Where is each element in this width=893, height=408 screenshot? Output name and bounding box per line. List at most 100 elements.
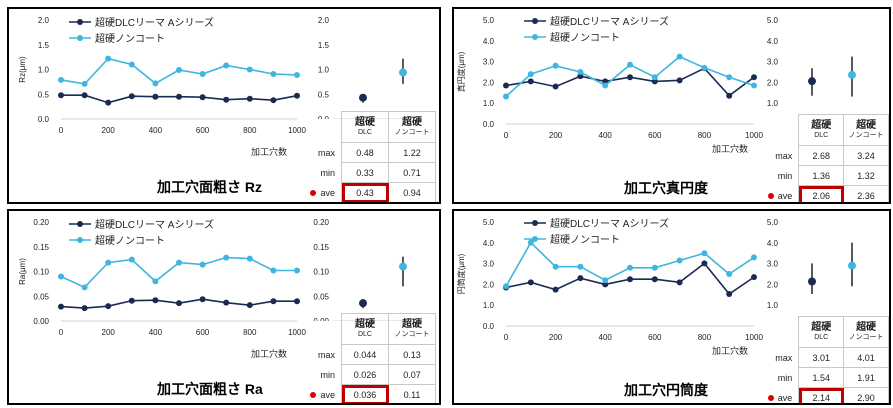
data-point-noncoat (58, 76, 64, 83)
data-point-noncoat (223, 254, 230, 261)
y-tick-label: 0.10 (33, 268, 49, 277)
data-point-noncoat (152, 80, 159, 87)
summary-y-tick-label: 3.0 (767, 260, 779, 269)
data-point-noncoat (751, 82, 757, 89)
data-point-dlc (651, 78, 658, 85)
summary-y-tick-label: 3.0 (767, 58, 779, 67)
x-tick-label: 800 (243, 328, 257, 337)
row-label-min: min (777, 372, 793, 383)
summary-y-tick-label: 1.0 (318, 66, 330, 75)
data-point-noncoat (246, 66, 253, 73)
data-point-dlc (176, 300, 182, 307)
summary-mean-dlc (808, 77, 816, 86)
data-point-dlc (527, 78, 534, 85)
data-point-dlc (577, 275, 584, 282)
row-label-max: max (775, 352, 793, 363)
ave-marker-icon (310, 392, 317, 399)
data-point-noncoat (105, 259, 112, 266)
x-tick-label: 400 (599, 131, 613, 140)
stats-row-ave: ave 2.14 2.90 (767, 387, 889, 404)
data-point-noncoat (503, 283, 509, 290)
summary-mean-noncoat (848, 70, 856, 79)
summary-y-tick-label: 0.00 (313, 317, 329, 321)
data-point-dlc (676, 279, 683, 286)
col-dlc-header: 超硬 DLC (341, 313, 389, 345)
row-label-ave: ave (309, 183, 342, 203)
summary-mean-noncoat (399, 68, 407, 77)
data-point-dlc (577, 73, 584, 80)
data-point-noncoat (552, 62, 559, 69)
x-tick-label: 1000 (288, 328, 306, 337)
summary-chart: 0.00 0.05 0.10 0.15 0.20 (313, 218, 421, 321)
row-label-ave: ave (767, 388, 799, 404)
row-label-min: min (320, 167, 335, 178)
col-dlc-header: 超硬 DLC (798, 114, 845, 146)
summary-y-tick-label: 2.0 (767, 280, 779, 289)
row-label-max: max (317, 349, 335, 360)
cell-dlc-min: 0.33 (341, 162, 389, 183)
x-tick-label: 200 (102, 126, 116, 135)
data-point-dlc (128, 297, 135, 304)
summary-y-tick-label: 0.0 (318, 115, 330, 119)
y-tick-label: 3.0 (483, 58, 495, 67)
col-dlc-header: 超硬 DLC (341, 111, 389, 143)
legend-item-noncoat: 超硬ノンコート (550, 31, 620, 44)
cell-dlc-min: 1.36 (798, 165, 845, 186)
legend-marker-icon (77, 237, 83, 243)
stats-table: 超硬 DLC 超硬 ノンコート max 2.68 3.24 min 1.36 1.3… (767, 114, 889, 202)
data-point-dlc (651, 276, 658, 283)
data-point-noncoat (676, 53, 683, 60)
x-tick-label: 600 (196, 328, 210, 337)
summary-mean-dlc (359, 93, 367, 102)
data-point-dlc (152, 297, 159, 304)
data-point-dlc (726, 92, 733, 99)
cell-noncoat-max: 0.13 (388, 344, 436, 365)
line-chart: 0.0 1.0 2.0 3.0 4.0 5.0 0 200 400 600 800 1000 円筒度(μ… (456, 217, 763, 342)
col-noncoat-header: 超硬 ノンコート (388, 111, 436, 143)
row-label-min: min (320, 369, 335, 380)
data-point-noncoat (176, 259, 182, 266)
summary-chart: 0.01.02.03.04.05.0 (767, 218, 856, 310)
x-tick-label: 0 (59, 126, 64, 135)
data-point-noncoat (246, 255, 253, 262)
data-point-dlc (602, 78, 609, 85)
data-point-noncoat (294, 71, 300, 78)
data-point-dlc (701, 260, 708, 267)
data-point-noncoat (81, 80, 88, 87)
data-point-dlc (223, 96, 230, 103)
data-point-noncoat (577, 263, 584, 270)
data-point-dlc (58, 92, 64, 99)
x-axis-label: 加工穴数 (712, 346, 749, 356)
legend-item-noncoat: 超硬ノンコート (95, 32, 165, 45)
stats-row-max: max 2.68 3.24 (767, 145, 889, 166)
x-tick-label: 800 (243, 126, 257, 135)
summary-y-tick-label: 2.0 (318, 16, 330, 25)
cell-noncoat-min: 1.91 (843, 367, 889, 388)
legend-marker-icon (532, 34, 538, 40)
data-point-dlc (552, 83, 559, 90)
legend-item-noncoat: 超硬ノンコート (550, 233, 620, 246)
y-axis-label: Rz(μm) (18, 56, 27, 83)
stats-row-min: min 0.33 0.71 (309, 162, 436, 183)
legend-item-dlc: 超硬DLCリーマ Aシリーズ (95, 218, 214, 231)
cell-dlc-min: 1.54 (798, 367, 845, 388)
x-tick-label: 800 (698, 333, 712, 342)
summary-y-tick-label: 0.10 (313, 268, 329, 277)
cell-noncoat-ave: 0.94 (388, 182, 436, 202)
cell-noncoat-max: 3.24 (843, 145, 889, 166)
legend-item-dlc: 超硬DLCリーマ Aシリーズ (550, 15, 669, 28)
chart-panel: 0.0 1.0 2.0 3.0 4.0 5.0 0 200 400 600 800 1000 真円度(μ… (452, 7, 891, 204)
cell-noncoat-ave: 2.36 (843, 185, 889, 202)
data-point-noncoat (751, 254, 757, 261)
stats-table: 超硬 DLC 超硬 ノンコート max 0.044 0.13 min 0.026 0… (309, 313, 436, 404)
y-tick-label: 1.5 (38, 41, 50, 50)
x-tick-label: 200 (102, 328, 116, 337)
panel-title: 加工穴真円度 (624, 180, 708, 196)
data-point-noncoat (627, 61, 633, 68)
row-label-ave: ave (309, 385, 342, 404)
y-tick-label: 0.20 (33, 218, 49, 227)
summary-y-tick-label: 0.05 (313, 292, 329, 301)
data-point-noncoat (602, 277, 609, 284)
panel-title: 加工穴面粗さ Ra (157, 381, 263, 397)
summary-mean-dlc (808, 277, 816, 286)
